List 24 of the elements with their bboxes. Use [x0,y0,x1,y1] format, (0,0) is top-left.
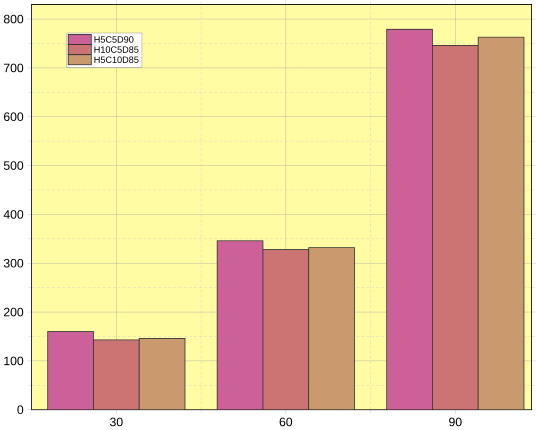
y-tick-label: 300 [4,259,24,268]
x-tick-label: 30 [110,418,123,426]
x-tick-label: 90 [449,418,462,426]
y-tick-label: 800 [4,14,24,24]
x-tick-label: 60 [280,418,292,426]
y-tick-label: 600 [4,112,24,122]
legend-label: H5C5D90 [94,36,134,43]
y-tick-label: 200 [4,308,24,317]
y-tick-label: 700 [4,64,24,72]
legend-label: H10C5D85 [94,46,138,54]
y-tick-label: 500 [4,161,24,170]
bar [48,332,94,410]
bar [139,338,185,410]
y-tick-label: 400 [4,210,24,219]
bar [386,29,433,410]
bar [93,340,140,410]
bar [308,247,355,410]
y-tick-label: 0 [17,406,24,414]
bar [478,36,524,410]
bar [216,240,264,410]
bar [262,249,310,410]
y-tick-label: 100 [4,356,24,366]
bar [432,45,479,410]
legend-label: H5C10D85 [94,56,138,64]
